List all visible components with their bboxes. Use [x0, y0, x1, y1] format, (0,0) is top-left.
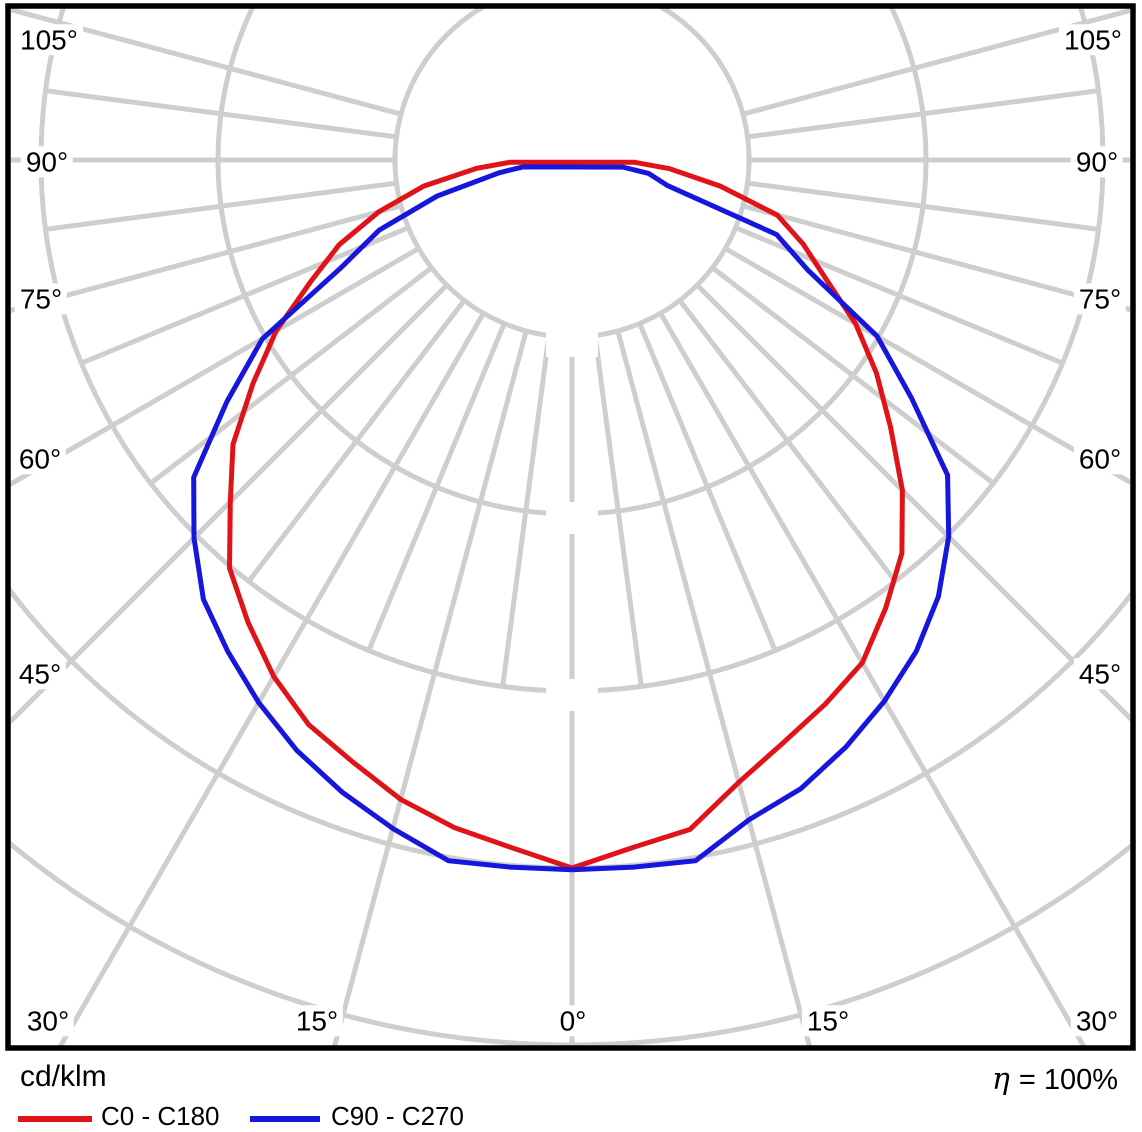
legend-label-c90-c270: C90 - C270	[331, 1101, 464, 1131]
grid-spoke-minor	[710, 265, 995, 486]
tick-right-75: 75°	[1073, 283, 1127, 315]
tick-bottom-30-left: 30°	[21, 1005, 75, 1037]
tick-left-75: 75°	[14, 283, 68, 315]
tick-left-60: 60°	[13, 443, 67, 475]
tick-right-105: 105°	[1059, 24, 1127, 56]
grid-spoke-major	[658, 312, 1087, 1047]
grid-spoke-minor	[366, 322, 507, 652]
legend-line-c0-c180	[18, 1116, 92, 1122]
tick-bottom-15-right: 15°	[801, 1005, 855, 1037]
ring-value-gap	[546, 502, 598, 534]
ring-value-gap	[546, 679, 598, 711]
tick-bottom-30-right: 30°	[1070, 1005, 1124, 1037]
ring-value-gap	[546, 325, 598, 357]
efficiency-label: η = 100%	[992, 1062, 1118, 1097]
eta-symbol: η	[991, 1062, 1010, 1097]
grid-spoke-major	[695, 283, 1130, 722]
legend-label-c0-c180: C0 - C180	[101, 1101, 220, 1131]
grid-spoke-major	[615, 330, 813, 1047]
grid-spoke-minor	[592, 335, 644, 687]
grid-spoke-major	[11, 246, 420, 487]
tick-right-60: 60°	[1073, 443, 1127, 475]
grid-spoke-minor	[149, 265, 434, 486]
grid-spoke-major	[11, 203, 402, 313]
grid-spoke-major	[724, 246, 1130, 486]
grid-spoke-major	[742, 8, 1130, 117]
tick-left-90: 90°	[20, 146, 74, 178]
plot-border	[5, 3, 1136, 1051]
tick-right-45: 45°	[1073, 658, 1127, 690]
grid-spoke-minor	[500, 335, 552, 687]
eta-value: = 100%	[1018, 1064, 1118, 1096]
grid-spoke-minor	[80, 225, 410, 366]
grid-spoke-minor	[45, 180, 397, 232]
grid-spoke-major	[57, 312, 486, 1047]
grid-spoke-minor	[677, 298, 898, 583]
tick-right-90: 90°	[1070, 146, 1124, 178]
legend-line-c90-c270	[250, 1116, 320, 1122]
grid-spoke-major	[11, 283, 449, 725]
grid-spoke-minor	[747, 88, 1099, 140]
grid-spoke-major	[742, 203, 1130, 313]
grid-spoke-minor	[45, 88, 397, 140]
tick-bottom-15-left: 15°	[290, 1005, 344, 1037]
tick-bottom-0: 0°	[554, 1005, 592, 1037]
tick-left-45: 45°	[13, 658, 67, 690]
grid-spoke-major	[11, 8, 402, 117]
curve-c90-c270	[191, 164, 952, 873]
grid-spoke-minor	[637, 322, 778, 652]
unit-label: cd/klm	[20, 1060, 107, 1093]
tick-left-105: 105°	[15, 24, 83, 56]
curve-c0-c180	[226, 159, 905, 871]
grid-spoke-minor	[747, 180, 1099, 232]
grid-spoke-major	[331, 330, 529, 1047]
grid-spoke-minor	[246, 298, 467, 583]
